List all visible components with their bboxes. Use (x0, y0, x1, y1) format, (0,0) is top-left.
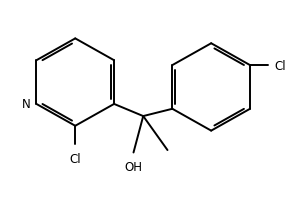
Text: Cl: Cl (274, 59, 286, 72)
Text: Cl: Cl (70, 153, 81, 166)
Text: OH: OH (125, 160, 142, 173)
Text: N: N (22, 98, 31, 111)
